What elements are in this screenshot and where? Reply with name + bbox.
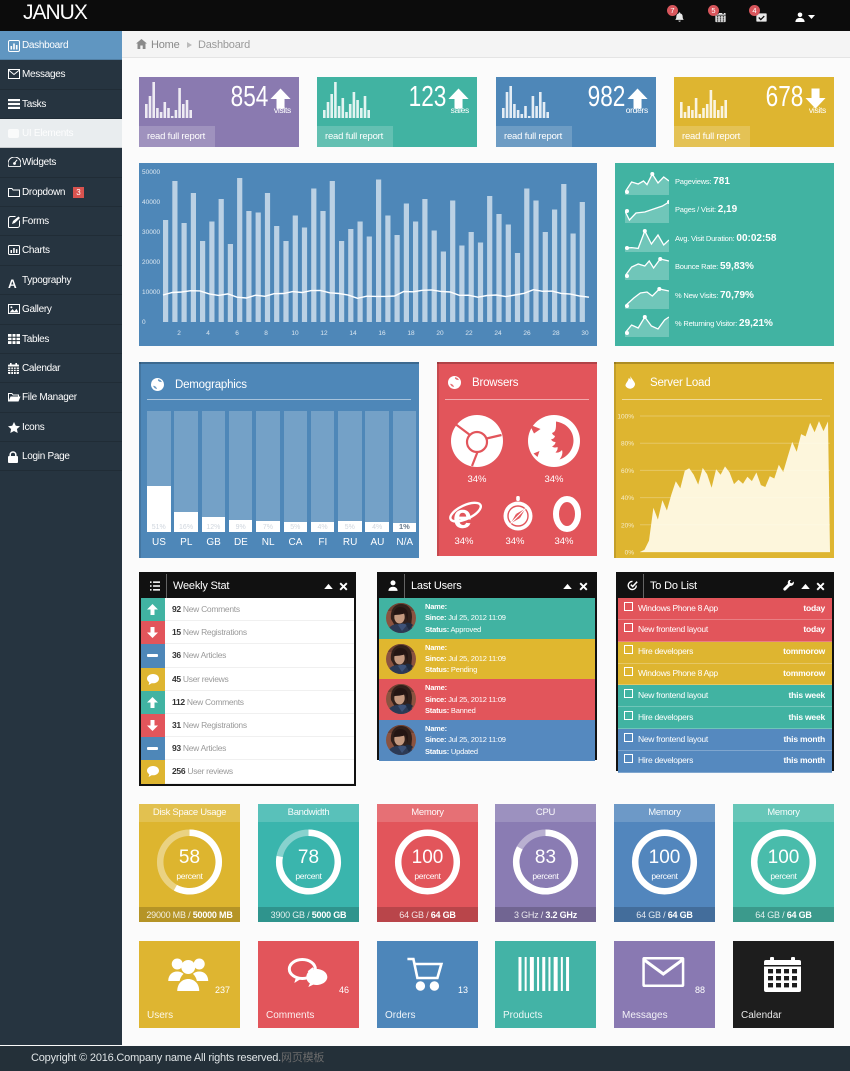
svg-text:2: 2: [177, 330, 181, 337]
svg-text:e: e: [453, 498, 472, 532]
svg-text:30: 30: [581, 330, 589, 337]
svg-text:80%: 80%: [621, 441, 634, 448]
svg-text:28: 28: [552, 330, 560, 337]
svg-text:12: 12: [320, 330, 328, 337]
svg-text:14: 14: [349, 330, 357, 337]
svg-text:20%: 20%: [621, 522, 634, 529]
svg-text:20: 20: [436, 330, 444, 337]
svg-text:0: 0: [142, 319, 146, 326]
svg-text:50000: 50000: [142, 169, 160, 176]
svg-text:16: 16: [378, 330, 386, 337]
svg-text:40000: 40000: [142, 199, 160, 206]
svg-text:22: 22: [465, 330, 473, 337]
svg-text:8: 8: [264, 330, 268, 337]
svg-text:18: 18: [407, 330, 415, 337]
svg-text:0%: 0%: [625, 550, 635, 557]
svg-text:60%: 60%: [621, 468, 634, 475]
svg-text:4: 4: [206, 330, 210, 337]
svg-text:26: 26: [523, 330, 531, 337]
svg-text:24: 24: [494, 330, 502, 337]
svg-text:30000: 30000: [142, 229, 160, 236]
svg-text:10: 10: [291, 330, 299, 337]
svg-text:10000: 10000: [142, 289, 160, 296]
svg-text:100%: 100%: [617, 414, 634, 421]
svg-text:40%: 40%: [621, 495, 634, 502]
svg-text:20000: 20000: [142, 259, 160, 266]
svg-text:6: 6: [235, 330, 239, 337]
